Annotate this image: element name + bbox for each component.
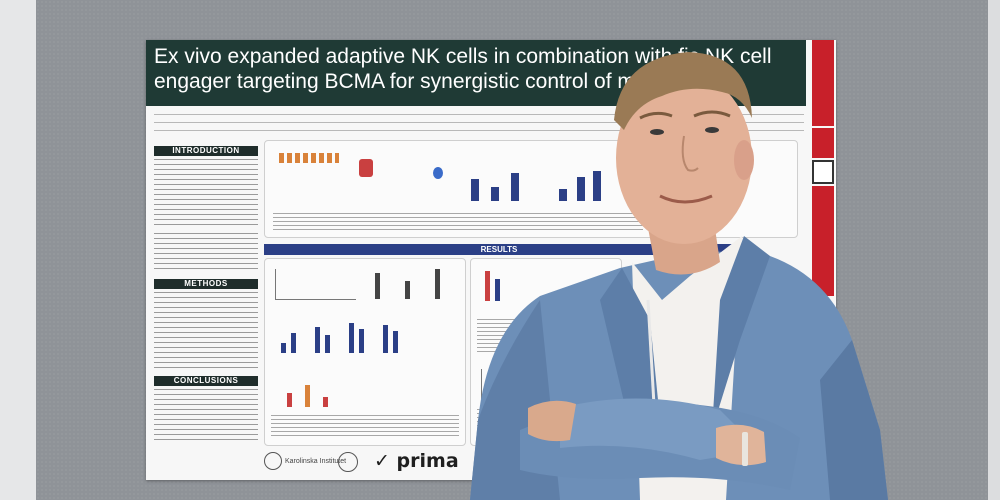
- text-block: [154, 292, 258, 370]
- poster-side-badge: [812, 40, 834, 126]
- figure-panel: [264, 258, 466, 446]
- section-heading-conclusions: CONCLUSIONS: [154, 376, 258, 386]
- poster-left-column: INTRODUCTION METHODS CONCLUSIONS: [154, 146, 258, 466]
- poster-logos: Karolinska Institutet ✓ prima: [264, 450, 604, 474]
- text-block: [154, 389, 258, 441]
- text-block: [154, 159, 258, 227]
- wall-left: [0, 0, 36, 500]
- qr-code-icon: [812, 160, 834, 184]
- section-heading-introduction: INTRODUCTION: [154, 146, 258, 156]
- section-heading-methods: METHODS: [154, 279, 258, 289]
- wall-right: [988, 0, 1000, 500]
- prima-logo: ✓ prima: [374, 450, 459, 472]
- poster-side-badge: [812, 186, 834, 296]
- text-block: [154, 233, 258, 273]
- poster-title: Ex vivo expanded adaptive NK cells in co…: [154, 44, 804, 94]
- section-heading-results: RESULTS: [264, 244, 734, 255]
- university-seal-icon: [338, 452, 358, 472]
- poster-side-badge: [812, 128, 834, 158]
- poster-title-line2: engager targeting BCMA for synergistic c…: [154, 70, 690, 93]
- karolinska-logo: Karolinska Institutet: [264, 452, 346, 470]
